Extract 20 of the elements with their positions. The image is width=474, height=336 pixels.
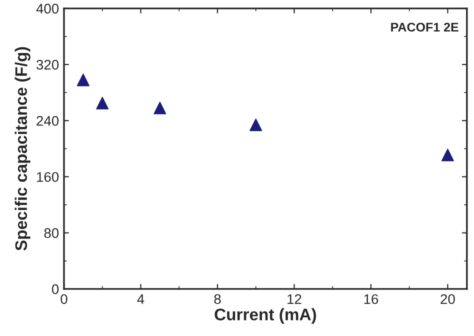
x-tick-label: 12 xyxy=(288,294,302,304)
point xyxy=(154,102,166,114)
x-tick-label: 0 xyxy=(60,294,68,304)
y-tick-label: 0 xyxy=(52,284,59,294)
point xyxy=(250,118,262,132)
point xyxy=(96,96,109,110)
y-tick-label: 160 xyxy=(37,172,59,182)
y-tick-label: 400 xyxy=(36,4,59,14)
x-axis-title: Current (mA) xyxy=(214,308,316,324)
x-tick-label: 20 xyxy=(440,294,455,304)
x-tick-label: 4 xyxy=(137,294,144,304)
y-tick-label: 320 xyxy=(36,60,59,70)
y-tick-label: 240 xyxy=(36,116,59,126)
x-tick-label: 8 xyxy=(214,294,221,304)
point xyxy=(441,148,454,162)
x-tick-label: 16 xyxy=(364,294,378,304)
point xyxy=(76,74,90,86)
y-axis-title: Specific capacitance (F/g) xyxy=(14,47,30,251)
annotation: PACOF1 2E xyxy=(391,22,458,32)
y-tick-label: 80 xyxy=(44,228,59,238)
